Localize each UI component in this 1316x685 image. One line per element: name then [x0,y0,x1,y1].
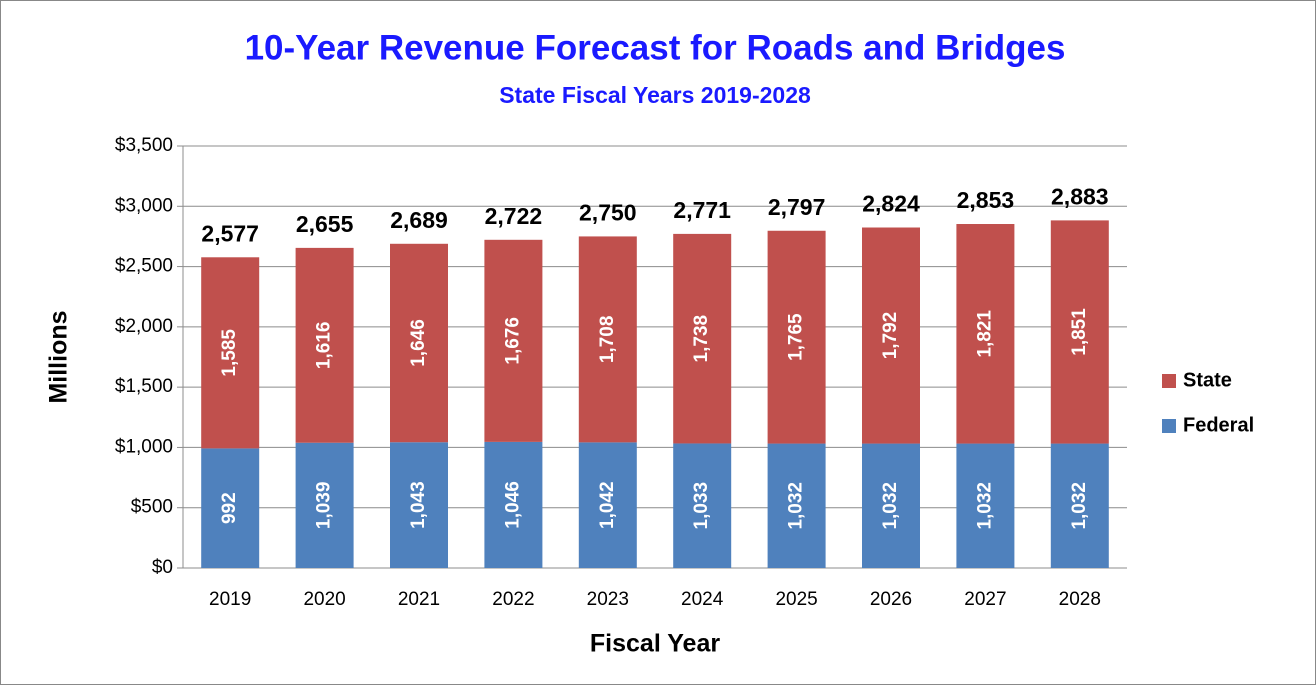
chart-title: 10-Year Revenue Forecast for Roads and B… [245,28,1066,67]
x-tick-label: 2019 [209,589,251,610]
y-tick-label: $1,000 [115,436,173,457]
bar-value-label: 1,032 [880,482,901,530]
bar-value-label: 1,585 [219,329,240,377]
x-tick-label: 2025 [775,589,817,610]
bar-segment [201,448,260,568]
total-label: 2,577 [201,220,259,246]
bar-segment [956,443,1015,568]
bar-value-label: 1,616 [314,322,335,370]
y-tick-label: $3,000 [115,195,173,216]
bar-segment [673,443,732,568]
x-tick-label: 2023 [587,589,629,610]
bar-value-label: 1,646 [408,319,429,367]
x-tick-label: 2024 [681,589,724,610]
x-tick-label: 2022 [492,589,534,610]
x-tick-label: 2020 [303,589,345,610]
y-axis-label: Millions [45,310,73,403]
x-tick-label: 2026 [870,589,912,610]
total-label: 2,771 [673,197,731,223]
x-tick-label: 2021 [398,589,440,610]
total-label: 2,655 [296,211,354,237]
total-label: 2,883 [1051,183,1109,209]
bar-segment [578,236,637,443]
bar-segment [295,442,354,568]
chart-subtitle: State Fiscal Years 2019-2028 [499,82,811,108]
y-tick-label: $500 [131,497,173,518]
bar-value-label: 1,676 [502,317,523,365]
bar-segment [862,227,920,444]
total-label: 2,853 [957,187,1015,213]
bar-value-label: 1,032 [786,482,807,530]
total-label: 2,750 [579,200,637,226]
bar-value-label: 1,032 [974,482,995,530]
bar-segment [767,230,826,444]
bar-segment [956,224,1015,444]
y-tick-label: $2,500 [115,256,173,277]
bar-value-label: 1,851 [1069,308,1090,356]
bar-value-label: 992 [219,492,240,524]
x-tick-label: 2027 [964,589,1006,610]
bar-value-label: 1,043 [408,481,429,529]
bar-segment [1050,220,1109,444]
bar-segment [673,233,732,444]
bar-segment [767,443,826,568]
bar-segment [390,243,448,443]
bar-value-label: 1,792 [880,312,901,360]
bar-value-label: 1,765 [786,313,807,361]
x-tick-label: 2028 [1059,589,1101,610]
legend-swatch [1162,374,1176,388]
bar-segment [484,441,543,568]
bar-segment [578,442,637,568]
bar-segment [201,257,260,449]
x-axis-label: Fiscal Year [590,630,720,658]
y-tick-label: $2,000 [115,316,173,337]
bar-value-label: 1,032 [1069,482,1090,530]
bar-segment [862,443,920,568]
bar-value-label: 1,042 [597,481,618,529]
bar-value-label: 1,033 [691,482,712,530]
bar-value-label: 1,046 [502,481,523,529]
bar-value-label: 1,039 [314,482,335,530]
total-label: 2,824 [862,191,920,217]
y-tick-label: $3,500 [115,135,173,156]
legend-label: State [1183,369,1232,391]
bar-value-label: 1,708 [597,316,618,364]
bar-value-label: 1,821 [974,310,995,358]
legend-swatch [1162,419,1176,433]
bar-segment [484,239,543,442]
bar-segment [1050,443,1109,568]
bar-value-label: 1,738 [691,315,712,363]
legend-label: Federal [1183,414,1254,436]
total-label: 2,797 [768,194,826,220]
y-tick-label: $1,500 [115,376,173,397]
y-tick-label: $0 [152,557,173,578]
total-label: 2,722 [485,203,543,229]
total-label: 2,689 [390,207,448,233]
bar-segment [390,442,448,568]
bar-segment [295,247,354,443]
